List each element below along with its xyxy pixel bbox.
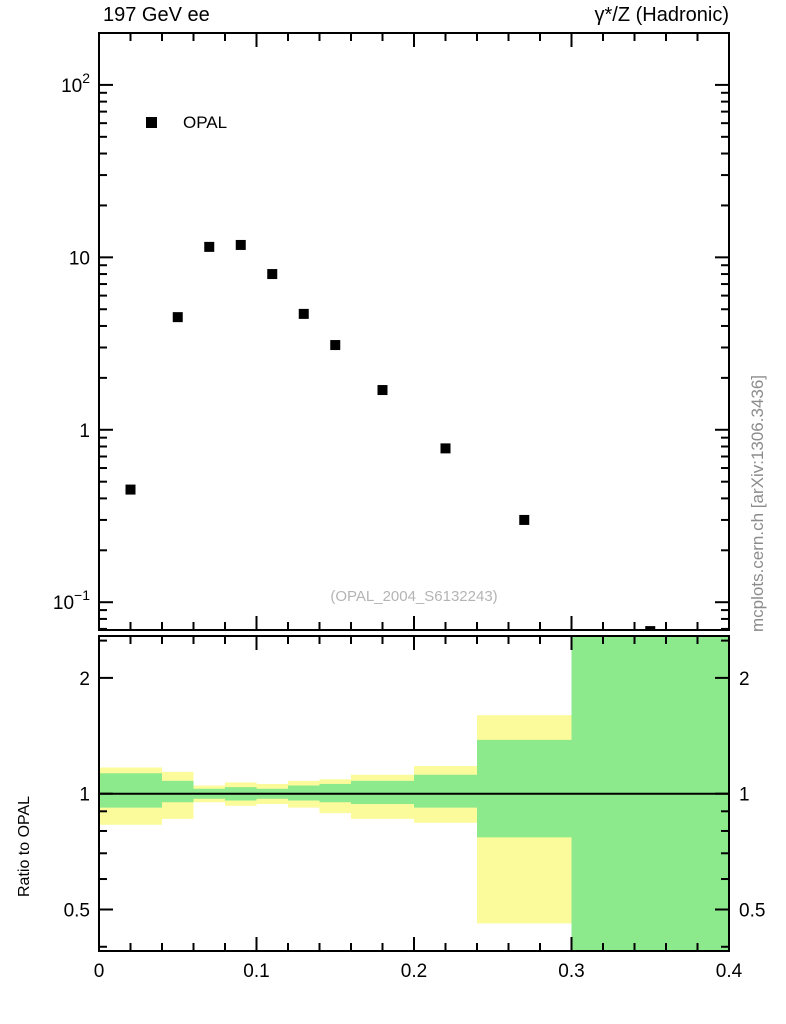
y-tick-label: 2 <box>79 669 90 690</box>
mcplots-credit: mcplots.cern.ch [arXiv:1306.3436] <box>748 374 767 632</box>
data-point <box>298 308 309 319</box>
data-point <box>235 239 246 250</box>
band-inner <box>99 773 162 808</box>
band-inner <box>477 739 572 838</box>
data-point <box>519 514 530 525</box>
band-inner <box>351 780 414 805</box>
band-inner <box>414 774 477 808</box>
x-tick-label: 0.2 <box>401 961 427 982</box>
data-point <box>267 269 278 280</box>
y-tick-label: 1 <box>739 785 750 806</box>
y-tick-label: 0.5 <box>739 900 765 921</box>
ratio-bands <box>99 636 729 951</box>
y-tick-label: 10−1 <box>53 587 90 614</box>
y-tick-label: 1 <box>79 785 90 806</box>
data-point <box>377 385 388 396</box>
data-point <box>645 626 656 630</box>
legend-label: OPAL <box>183 112 228 132</box>
data-point <box>440 443 451 454</box>
y-tick-label: 2 <box>739 669 750 690</box>
panel-frame <box>98 635 730 952</box>
x-tick-label: 0.3 <box>558 961 584 982</box>
plot-title-left: 197 GeV ee <box>103 4 210 26</box>
plot-title-right: γ*/Z (Hadronic) <box>594 4 729 26</box>
data-point <box>125 484 136 495</box>
y-tick-label: 102 <box>61 70 90 97</box>
data-point <box>172 312 183 323</box>
legend-marker-square-icon <box>146 117 157 128</box>
frame-and-ticks <box>98 32 730 631</box>
analysis-watermark: (OPAL_2004_S6132243) <box>330 588 498 605</box>
legend: OPAL <box>146 113 227 132</box>
y-tick-label: 0.5 <box>64 900 90 921</box>
frame-and-ticks <box>98 635 730 952</box>
data-points <box>125 239 656 630</box>
x-tick-label: 0.1 <box>243 961 269 982</box>
y-tick-label: 10 <box>69 248 90 269</box>
panel-frame <box>98 32 730 631</box>
y-tick-label: 1 <box>79 421 90 442</box>
ratio-axis-title: Ratio to OPAL <box>16 795 33 897</box>
band-inner <box>162 780 194 803</box>
x-tick-label: 0 <box>94 961 105 982</box>
x-tick-label: 0.4 <box>716 961 743 982</box>
data-point <box>330 340 341 351</box>
data-point <box>204 241 215 252</box>
